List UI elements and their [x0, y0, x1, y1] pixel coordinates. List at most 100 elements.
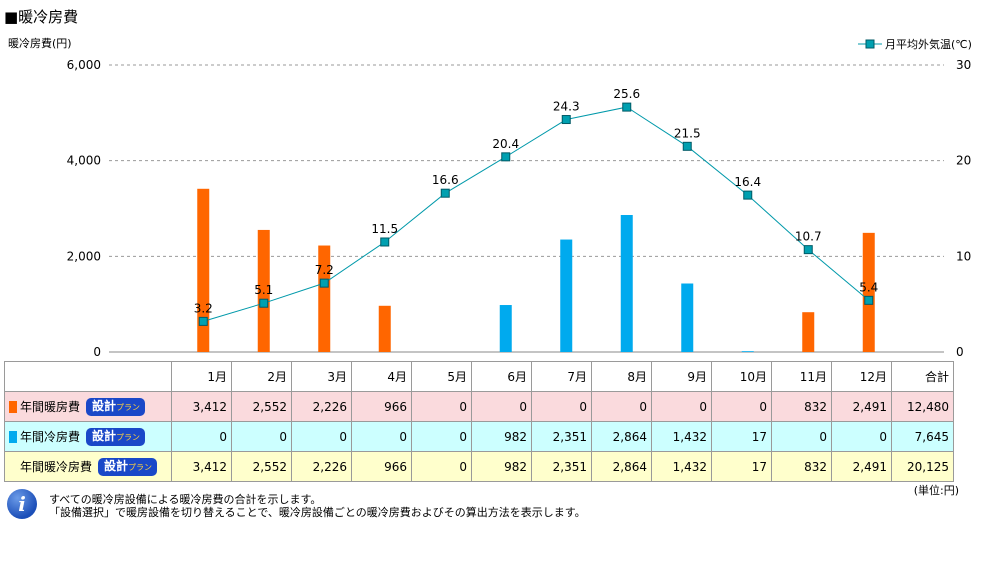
table-cell: 966 — [351, 391, 412, 422]
heating-bar — [318, 245, 331, 352]
y2-tick-label: 20 — [956, 154, 971, 168]
table-cell: 982 — [471, 451, 532, 482]
temperature-point — [319, 278, 329, 288]
y-tick-label: 2,000 — [67, 249, 101, 263]
cooling-bar — [560, 239, 573, 352]
table-cell: 2,552 — [231, 451, 292, 482]
temperature-data-label: 7.2 — [315, 263, 334, 277]
column-header: 4月 — [351, 361, 412, 392]
heating-bar — [862, 232, 875, 352]
y-tick-label: 4,000 — [67, 154, 101, 168]
temperature-data-label: 10.7 — [795, 230, 822, 244]
table-cell: 0 — [831, 421, 892, 452]
table-cell: 0 — [771, 421, 832, 452]
row-label: 年間暖冷房費 — [20, 459, 93, 474]
table-row: 年間暖冷房費 設計プラン 3,412 2,552 2,226 966 0 982 2,351 2,… — [4, 451, 954, 482]
note-line-2: 「設備選択」で暖房設備を切り替えることで、暖冷房設備ごとの暖冷房費およびその算出… — [49, 506, 586, 519]
unit-label: (単位:円) — [913, 484, 959, 497]
temperature-point — [501, 152, 511, 162]
table-cell: 2,351 — [531, 421, 592, 452]
table-cell: 0 — [411, 421, 472, 452]
temperature-point — [803, 245, 813, 255]
table-cell: 0 — [471, 391, 532, 422]
column-header: 5月 — [411, 361, 472, 392]
table-cell: 2,864 — [591, 451, 652, 482]
table-cell: 1,432 — [651, 421, 712, 452]
table-cell: 20,125 — [891, 451, 954, 482]
temperature-data-label: 20.4 — [492, 137, 519, 151]
design-plan-button-sublabel: プラン — [128, 462, 153, 472]
table-cell: 2,226 — [291, 451, 352, 482]
temperature-point — [561, 115, 571, 125]
table-cell: 12,480 — [891, 391, 954, 422]
design-plan-button-sublabel: プラン — [116, 432, 141, 442]
table-cell: 0 — [591, 391, 652, 422]
table-row: 年間暖房費 設計プラン 3,412 2,552 2,226 966 0 0 0 0 0 0 832 2,4… — [4, 391, 954, 422]
temperature-point — [259, 298, 269, 308]
column-header: 6月 — [471, 361, 532, 392]
temperature-point — [622, 102, 632, 112]
table-corner — [4, 361, 172, 392]
temperature-data-label: 5.1 — [254, 283, 273, 297]
legend-label: 月平均外気温(℃) — [885, 37, 972, 51]
design-plan-button[interactable]: 設計プラン — [86, 427, 146, 446]
row-label: 年間暖房費 — [20, 399, 81, 414]
column-header: 1月 — [171, 361, 232, 392]
temperature-data-label: 3.2 — [194, 301, 213, 315]
cooling-bar — [681, 283, 694, 352]
y2-tick-label: 10 — [956, 249, 971, 263]
table-cell: 2,226 — [291, 391, 352, 422]
series-marker — [9, 461, 17, 473]
table-cell: 2,351 — [531, 451, 592, 482]
temperature-data-label: 11.5 — [371, 222, 398, 236]
design-plan-button[interactable]: 設計プラン — [86, 397, 146, 416]
row-label-cell: 年間暖冷房費 設計プラン — [4, 451, 172, 482]
table-cell: 966 — [351, 451, 412, 482]
table-cell: 2,864 — [591, 421, 652, 452]
table-cell: 2,491 — [831, 451, 892, 482]
temperature-point — [440, 188, 450, 198]
column-header: 11月 — [771, 361, 832, 392]
table-cell: 3,412 — [171, 451, 232, 482]
y2-tick-label: 30 — [956, 58, 971, 72]
column-header: 7月 — [531, 361, 592, 392]
table-cell: 0 — [651, 391, 712, 422]
temperature-point — [380, 237, 390, 247]
temperature-point — [743, 190, 753, 200]
cooling-bar — [620, 215, 633, 352]
design-plan-button-label: 設計 — [92, 398, 117, 413]
table-cell: 17 — [711, 421, 772, 452]
info-icon: i — [7, 489, 37, 519]
temperature-data-label: 16.4 — [734, 175, 761, 189]
heating-bar — [378, 305, 391, 352]
y-tick-label: 6,000 — [67, 58, 101, 72]
temperature-point — [864, 295, 874, 305]
table-cell: 0 — [711, 391, 772, 422]
heating-bar — [197, 188, 210, 352]
table-cell: 2,552 — [231, 391, 292, 422]
column-header: 8月 — [591, 361, 652, 392]
design-plan-button-label: 設計 — [104, 458, 129, 473]
series-marker — [9, 430, 17, 443]
row-label-cell: 年間冷房費 設計プラン — [4, 421, 172, 452]
y-tick-label: 0 — [93, 345, 101, 359]
column-header: 3月 — [291, 361, 352, 392]
legend-marker — [865, 39, 875, 49]
y-axis-label: 暖冷房費(円) — [8, 36, 72, 50]
temperature-data-label: 5.4 — [859, 280, 878, 294]
table-cell: 0 — [231, 421, 292, 452]
temperature-data-label: 16.6 — [432, 173, 459, 187]
temperature-line — [203, 106, 870, 322]
column-header: 合計 — [891, 361, 954, 392]
table-cell: 17 — [711, 451, 772, 482]
table-cell: 832 — [771, 451, 832, 482]
note-line-1: すべての暖冷房設備による暖冷房費の合計を示します。 — [49, 493, 322, 506]
column-header: 2月 — [231, 361, 292, 392]
temperature-data-label: 25.6 — [613, 87, 640, 101]
column-header: 9月 — [651, 361, 712, 392]
heating-bar — [257, 229, 270, 352]
design-plan-button-sublabel: プラン — [116, 402, 141, 412]
table-cell: 0 — [171, 421, 232, 452]
design-plan-button[interactable]: 設計プラン — [98, 457, 158, 476]
temperature-point — [682, 141, 692, 151]
